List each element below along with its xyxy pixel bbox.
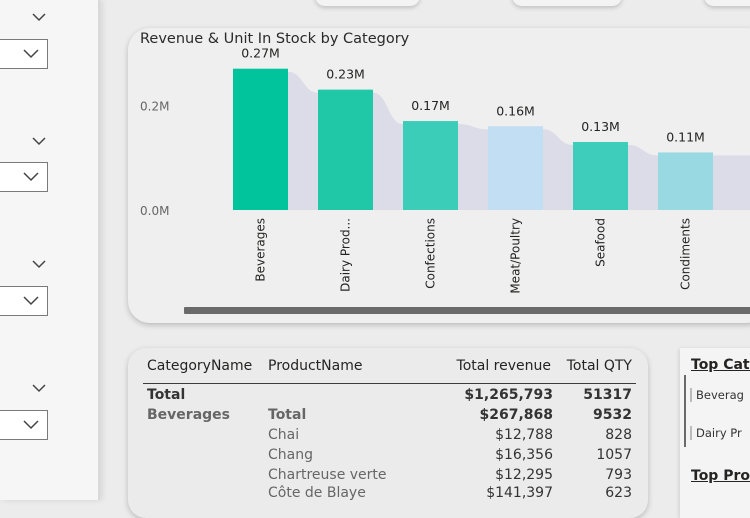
x-tick-label: Dairy Prod...	[339, 218, 353, 292]
chevron-down-icon	[23, 172, 39, 182]
table-row-qty: 793	[605, 467, 632, 483]
chevron-down-icon	[23, 49, 39, 59]
group-total-label: Total	[268, 407, 307, 423]
bar-condiments[interactable]	[658, 152, 713, 210]
bar-dairy-prod-[interactable]	[318, 89, 373, 210]
table-row-revenue: $141,397	[486, 485, 553, 501]
y-tick-label: 0.2M	[140, 99, 169, 113]
slicer-dropdown[interactable]	[0, 39, 48, 69]
filter-pane	[0, 0, 100, 500]
table-row-product: Côte de Blaye	[268, 485, 366, 501]
revenue-bar-chart[interactable]: 0.0M 0.2M 0.27M Beverages 0.23M Dairy Prod...…	[128, 28, 750, 323]
table-row-product: Chai	[268, 427, 300, 443]
data-label: 0.27M	[241, 46, 280, 61]
data-label: 0.17M	[411, 98, 450, 113]
bar-seafood[interactable]	[573, 141, 628, 210]
slicer-dropdown[interactable]	[0, 410, 48, 440]
table-row-qty: 1057	[596, 447, 632, 463]
chevron-down-icon	[23, 420, 39, 430]
col-header-category[interactable]: CategoryName	[147, 358, 253, 374]
top-category-item[interactable]: Beverag	[696, 388, 744, 402]
table-row-qty: 623	[605, 485, 632, 501]
grand-total-revenue: $1,265,793	[464, 387, 553, 403]
chart-title: Revenue & Unit In Stock by Category	[140, 31, 410, 47]
table-row-product: Chang	[268, 447, 313, 463]
category-indicator	[690, 426, 692, 440]
table-row-revenue: $16,356	[495, 447, 553, 463]
data-label: 0.23M	[326, 67, 365, 82]
x-tick-label: Confections	[424, 218, 438, 289]
chevron-down-icon[interactable]	[32, 136, 46, 146]
top-category-item[interactable]: Dairy Pr	[696, 426, 742, 440]
col-header-revenue[interactable]: Total revenue	[456, 358, 551, 374]
table-row-revenue: $12,788	[495, 427, 553, 443]
x-tick-label: Meat/Poultry	[509, 218, 523, 294]
category-indicator	[690, 388, 692, 402]
data-label: 0.13M	[581, 119, 620, 134]
bar-beverages[interactable]	[233, 68, 288, 210]
group-total-revenue: $267,868	[479, 407, 553, 423]
group-category[interactable]: Beverages	[147, 407, 230, 423]
table-row-revenue: $12,295	[495, 467, 553, 483]
top-categories-heading: Top Cate	[691, 357, 750, 373]
x-tick-label: Seafood	[594, 218, 608, 267]
x-tick-label: Beverages	[254, 218, 268, 282]
bar-confections[interactable]	[403, 121, 458, 210]
col-header-product[interactable]: ProductName	[268, 358, 363, 374]
data-label: 0.11M	[666, 129, 705, 144]
grand-total-label: Total	[147, 387, 186, 403]
top-products-heading: Top Prod	[691, 468, 750, 484]
chevron-down-icon[interactable]	[32, 12, 46, 22]
chart-horizontal-scrollbar[interactable]	[184, 307, 750, 314]
chevron-down-icon[interactable]	[32, 383, 46, 393]
revenue-table-card[interactable]: CategoryName ProductName Total revenue T…	[128, 348, 648, 518]
chevron-down-icon[interactable]	[32, 259, 46, 269]
slicer-dropdown[interactable]	[0, 286, 48, 316]
kpi-card[interactable]	[315, 0, 420, 6]
data-label: 0.16M	[496, 103, 535, 118]
kpi-card[interactable]	[512, 0, 622, 6]
header-divider	[143, 383, 636, 384]
kpi-card[interactable]	[704, 0, 750, 6]
col-header-qty[interactable]: Total QTY	[566, 358, 632, 374]
table-row-product: Chartreuse verte	[268, 467, 387, 483]
y-tick-label: 0.0M	[140, 204, 169, 218]
top-lists-panel[interactable]: Top Cate Beverag Dairy Pr Top Prod	[680, 348, 750, 518]
panel-divider	[684, 375, 686, 447]
chevron-down-icon	[23, 296, 39, 306]
group-total-qty: 9532	[593, 407, 632, 423]
slicer-dropdown[interactable]	[0, 162, 48, 192]
revenue-chart-card[interactable]: Revenue & Unit In Stock by Category 0.0M…	[128, 28, 750, 323]
bar-meat-poultry[interactable]	[488, 126, 543, 210]
x-tick-label: Condiments	[679, 218, 693, 290]
table-row-qty: 828	[605, 427, 632, 443]
grand-total-qty: 51317	[583, 387, 632, 403]
